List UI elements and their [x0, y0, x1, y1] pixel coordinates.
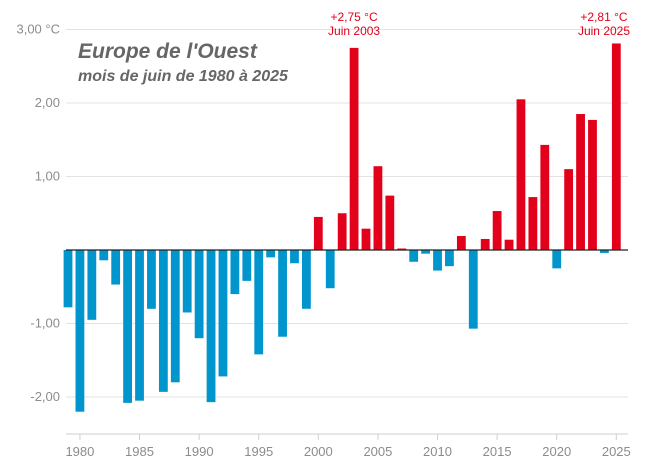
bar-1999: [302, 250, 311, 309]
bar-2015: [492, 211, 502, 250]
bar-1996: [266, 250, 276, 258]
bar-1982: [99, 250, 109, 261]
annotation-label: Juin 2025: [578, 24, 630, 38]
bar-1980: [75, 250, 85, 412]
y-axis: 3,00 °C 2,00 1,00 -1,00 -2,00: [16, 22, 60, 405]
x-tick-label: 2020: [542, 444, 571, 459]
x-tick-label: 1995: [244, 444, 273, 459]
bar-2024: [600, 250, 609, 253]
bar-1983: [111, 250, 121, 285]
bar-1989: [182, 250, 192, 313]
bar-1994: [242, 250, 252, 281]
x-tick-label: 2010: [423, 444, 452, 459]
chart-title: Europe de l'Ouest: [78, 40, 257, 63]
y-tick-label: -2,00: [30, 389, 60, 404]
x-tick-label: 1985: [125, 444, 154, 459]
bar-2020: [552, 250, 562, 269]
bar-1995: [254, 250, 264, 355]
y-tick-label: 3,00 °C: [16, 22, 60, 37]
bar-1986: [147, 250, 156, 309]
bar-2025: [611, 43, 621, 251]
bar-2014: [480, 238, 490, 250]
bar-1997: [278, 250, 287, 337]
bar-2009: [421, 250, 430, 254]
bar-2013: [468, 250, 478, 329]
bar-2021: [564, 169, 574, 250]
bar-2001: [325, 250, 335, 289]
bar-2003: [349, 47, 359, 250]
bar-1987: [158, 250, 168, 392]
x-tick-label: 2025: [602, 444, 631, 459]
bar-2022: [576, 114, 585, 251]
bar-2018: [528, 197, 538, 250]
annotation-label: Juin 2003: [328, 24, 380, 38]
bar-2017: [516, 99, 526, 250]
bar-1992: [218, 250, 228, 377]
bar-1988: [170, 250, 180, 383]
y-tick-label: 2,00: [35, 95, 60, 110]
bar-2016: [504, 239, 514, 250]
bar-1984: [123, 250, 132, 403]
bar-2010: [433, 250, 442, 271]
chart-subtitle: mois de juin de 1980 à 2025: [78, 68, 288, 85]
x-tick-label: 1980: [65, 444, 94, 459]
bar-2002: [337, 213, 347, 250]
bar-2008: [409, 250, 419, 262]
bar-2023: [588, 119, 597, 250]
bar-1998: [290, 250, 299, 264]
bar-1985: [135, 250, 144, 401]
x-tick-label: 2015: [483, 444, 512, 459]
x-tick-label: 2000: [304, 444, 333, 459]
bars: [63, 43, 621, 412]
bar-2006: [385, 195, 395, 250]
annotation-label: +2,75 °C: [330, 10, 377, 24]
bar-1991: [206, 250, 216, 403]
bar-2004: [361, 228, 371, 250]
bar-2007: [397, 248, 407, 250]
bar-1981: [87, 250, 97, 320]
bar-2000: [313, 216, 323, 250]
bar-1993: [230, 250, 240, 295]
x-tick-label: 2005: [363, 444, 392, 459]
bar-2011: [445, 250, 454, 267]
y-tick-label: 1,00: [35, 169, 60, 184]
x-axis: 1980 1985 1990 1995 2000 2005 2010 2015 2020 2025: [65, 434, 631, 459]
x-tick-label: 1990: [185, 444, 214, 459]
bar-2005: [373, 166, 383, 250]
bar-1979: [63, 250, 73, 308]
bar-1990: [194, 250, 204, 339]
y-tick-label: -1,00: [30, 316, 60, 331]
bar-2019: [540, 144, 550, 250]
bar-2012: [456, 236, 466, 250]
annotation-label: +2,81 °C: [580, 10, 627, 24]
